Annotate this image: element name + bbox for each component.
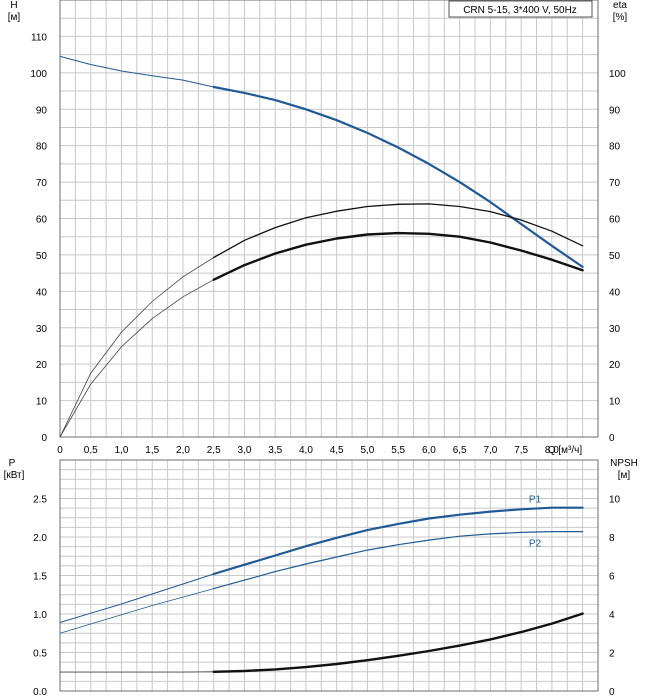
y-tick-label: 30 (36, 324, 48, 335)
title-box (448, 0, 593, 18)
series-NPSH (212, 612, 584, 673)
series-P2 (213, 531, 584, 590)
x-tick-label: 5,0 (360, 445, 374, 456)
y2-tick-label: 50 (609, 251, 621, 262)
y2-tick-label: 2 (609, 649, 615, 660)
y2-tick-label: 10 (609, 495, 621, 506)
x-tick-label: 0,5 (84, 445, 98, 456)
x-tick-label: 2,5 (207, 445, 221, 456)
y2-tick-label: 4 (609, 610, 615, 621)
x-axis-label: Q [м³/ч] (548, 445, 583, 456)
y2-tick-label: 40 (609, 287, 621, 298)
y-tick-label: 1.0 (33, 610, 47, 621)
series-eta-upper-extended (59, 257, 214, 438)
x-tick-label: 8,0 (545, 445, 559, 456)
y2-axis-label: eta (613, 0, 627, 11)
x-tick-label: 7,0 (483, 445, 497, 456)
y-tick-label: 40 (36, 287, 48, 298)
y2-axis-label: NPSH (610, 458, 638, 469)
x-tick-label: 2,0 (176, 445, 190, 456)
x-tick-label: 0 (57, 445, 63, 456)
y-tick-label: 80 (36, 142, 48, 153)
y-tick-label: 0 (41, 433, 47, 444)
y2-tick-label: 0 (609, 433, 615, 444)
chart-title: CRN 5-15, 3*400 V, 50Hz (463, 5, 577, 16)
y-tick-label: 90 (36, 105, 48, 116)
series-eta-upper (213, 203, 584, 259)
legend-label-P1: P1 (529, 495, 542, 506)
y-tick-label: 20 (36, 360, 48, 371)
x-tick-label: 3,0 (238, 445, 252, 456)
y-tick-label: 50 (36, 251, 48, 262)
series-P2-extended (59, 588, 214, 634)
series-P1-extended (59, 573, 214, 623)
series-eta-lower (212, 231, 584, 281)
y-axis-label: H (10, 0, 17, 11)
y-axis-unit: [м] (8, 12, 21, 23)
y-tick-label: 0.5 (33, 649, 47, 660)
y2-axis-unit: [%] (613, 12, 628, 23)
y2-tick-label: 80 (609, 142, 621, 153)
y2-tick-label: 10 (609, 397, 621, 408)
x-tick-label: 3,5 (268, 445, 282, 456)
series-P1 (212, 506, 584, 576)
series-H-extended (59, 55, 214, 88)
y-tick-label: 2.5 (33, 495, 47, 506)
y2-tick-label: 60 (609, 215, 621, 226)
y-tick-label: 1.5 (33, 572, 47, 583)
bottom-plot-frame (59, 459, 599, 692)
x-tick-label: 7,5 (514, 445, 528, 456)
top-plot-frame (59, 0, 599, 438)
x-tick-label: 6,5 (453, 445, 467, 456)
x-tick-label: 6,0 (422, 445, 436, 456)
x-tick-label: 1,0 (115, 445, 129, 456)
y2-tick-label: 70 (609, 178, 621, 189)
y-tick-label: 70 (36, 178, 48, 189)
y-axis-label: P (9, 458, 16, 469)
y2-tick-label: 20 (609, 360, 621, 371)
y2-tick-label: 30 (609, 324, 621, 335)
y-tick-label: 0.0 (33, 687, 47, 698)
y2-tick-label: 6 (609, 572, 615, 583)
y-tick-label: 10 (36, 397, 48, 408)
y-axis-unit: [кВт] (4, 470, 25, 481)
y-tick-label: 60 (36, 215, 48, 226)
y-tick-label: 100 (30, 69, 47, 80)
series-H (212, 85, 584, 268)
x-tick-label: 1,5 (145, 445, 159, 456)
legend-label-P2: P2 (529, 539, 542, 550)
y2-tick-label: 0 (609, 687, 615, 698)
y2-tick-label: 90 (609, 105, 621, 116)
x-tick-label: 4,5 (330, 445, 344, 456)
y-tick-label: 2.0 (33, 533, 47, 544)
series-eta-lower-extended (59, 279, 214, 438)
x-tick-label: 5,5 (391, 445, 405, 456)
y2-axis-unit: [м] (618, 470, 631, 481)
y2-tick-label: 100 (609, 69, 626, 80)
y2-tick-label: 8 (609, 533, 615, 544)
x-tick-label: 4,0 (299, 445, 313, 456)
y-tick-label: 110 (31, 32, 47, 43)
